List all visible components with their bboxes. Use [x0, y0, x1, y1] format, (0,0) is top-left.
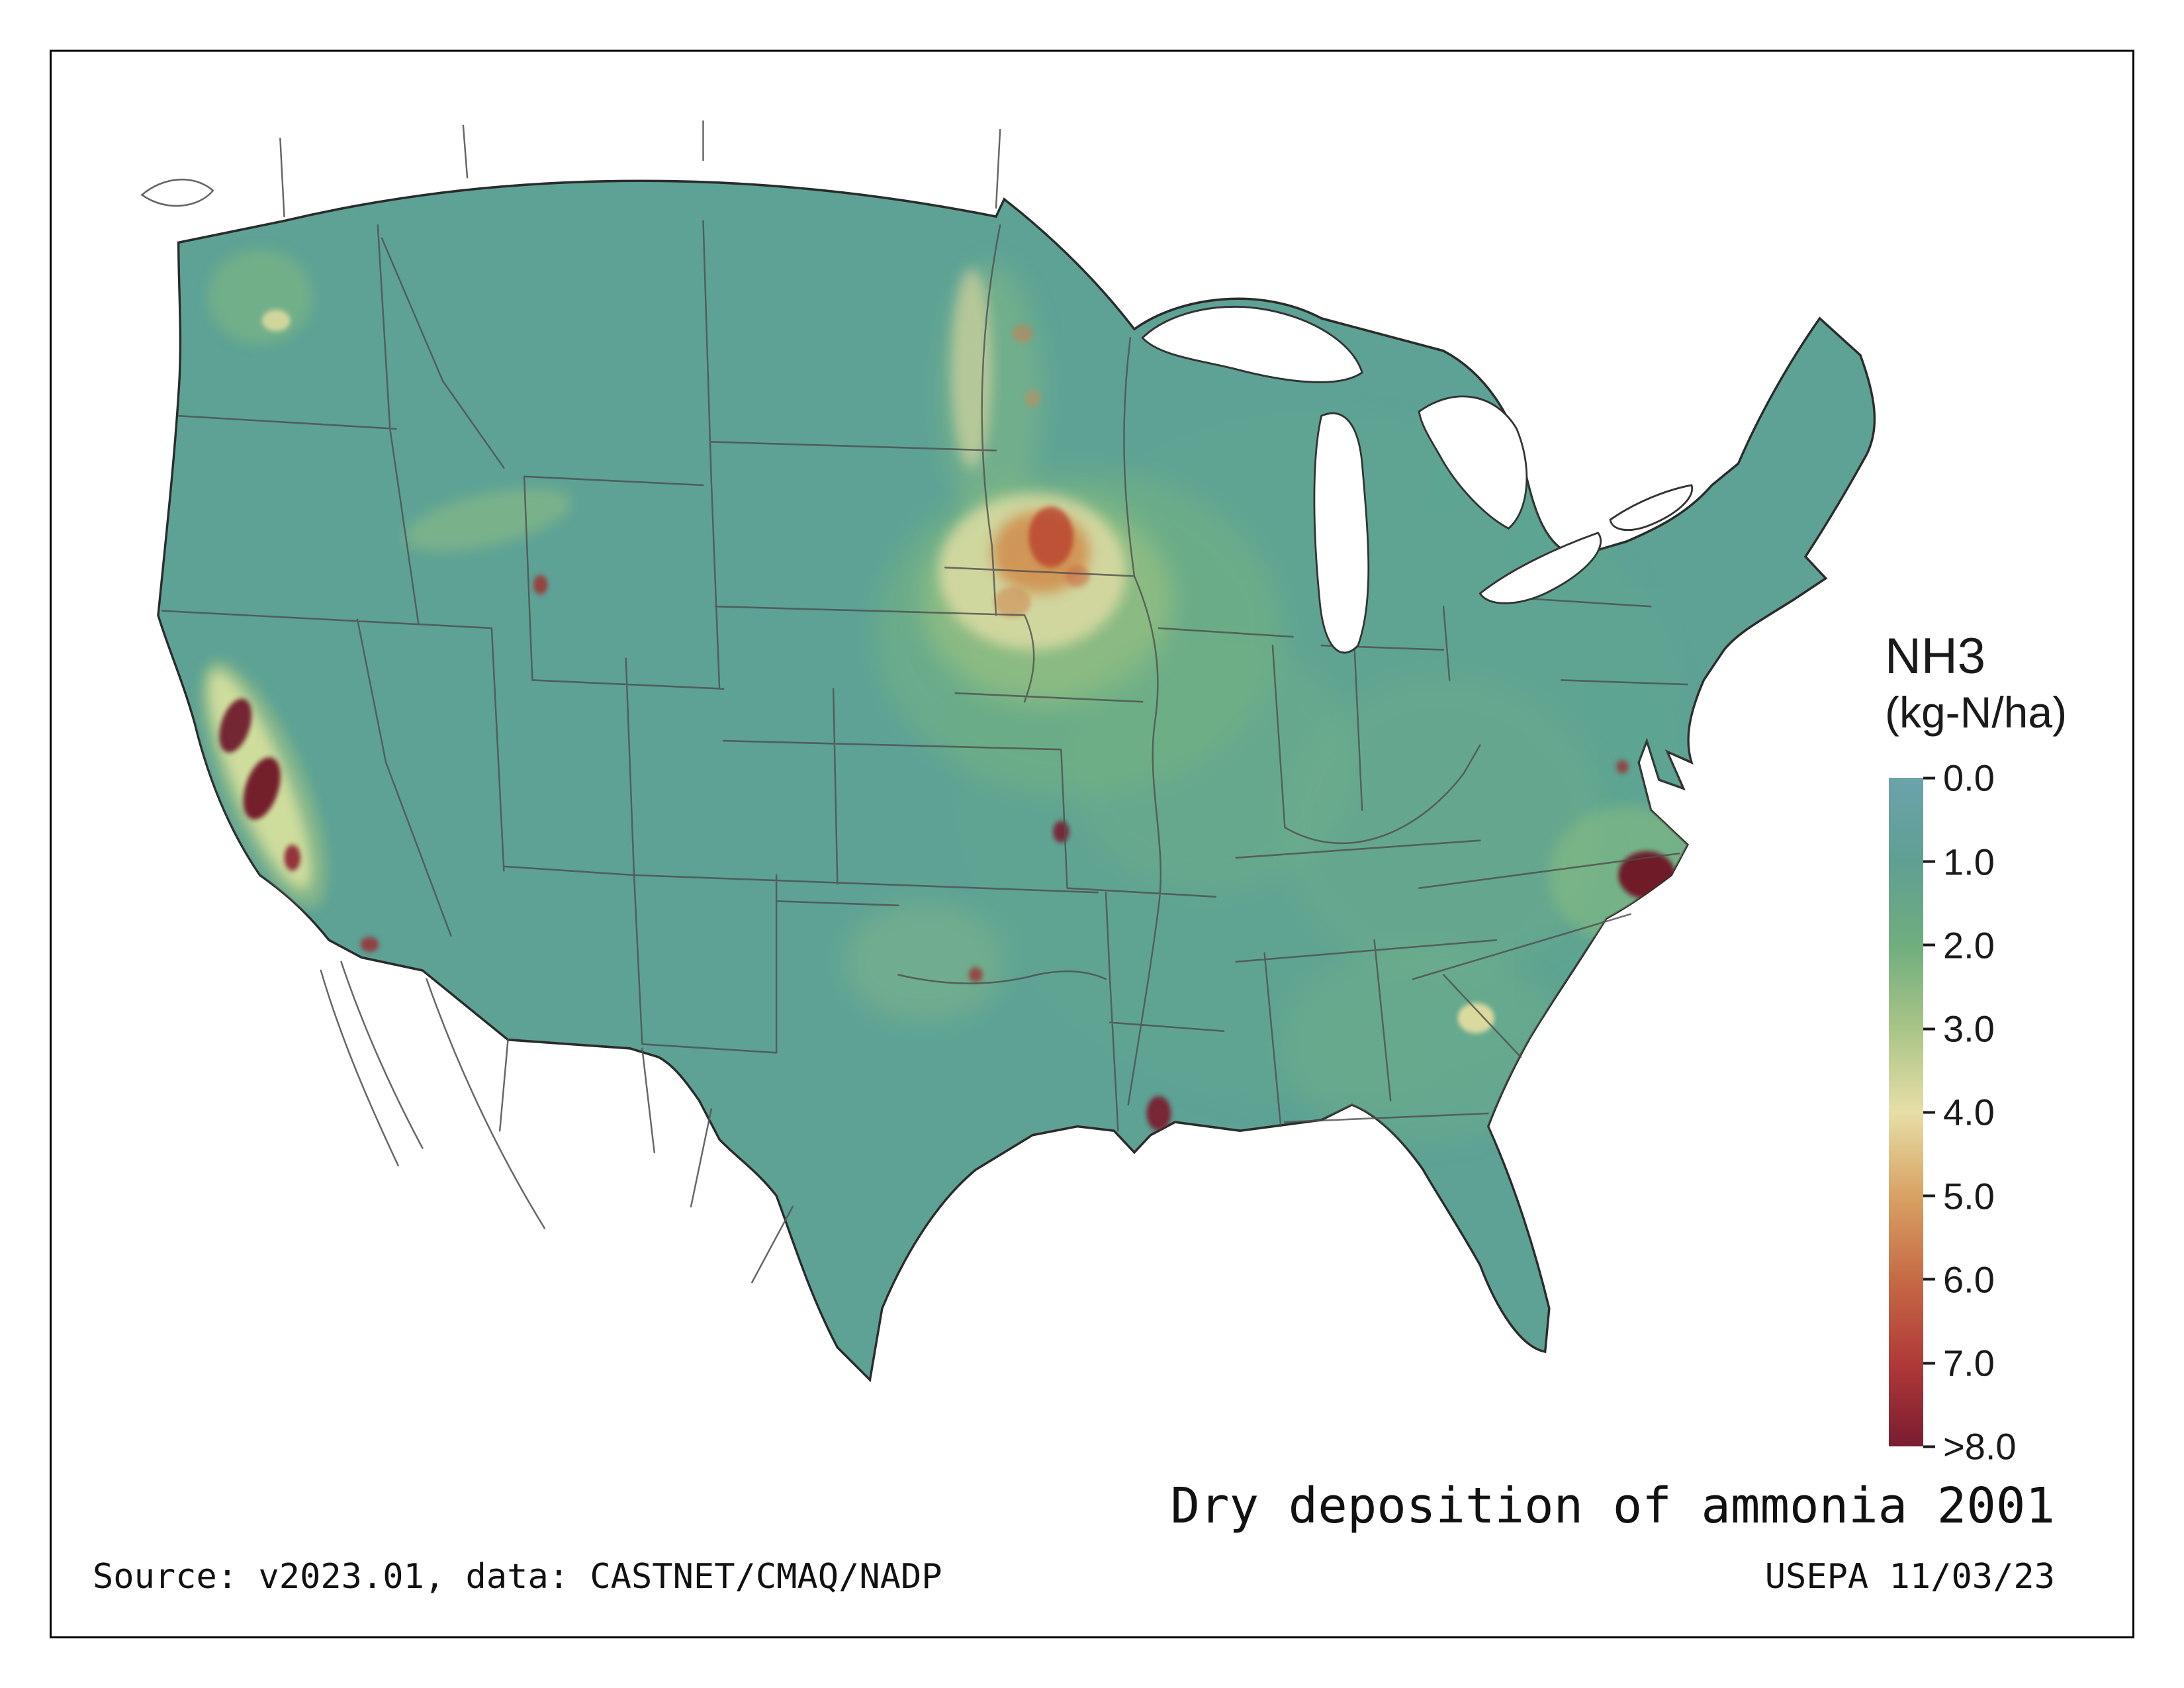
legend-units: (kg-N/ha)	[1885, 688, 2068, 737]
legend-tick-label: 4.0	[1943, 1091, 1995, 1133]
legend: NH3 (kg-N/ha) 0.0 1.0 2.0 3.0 4.0 5.0 6.…	[1885, 628, 2068, 1468]
legend-tick-label: 0.0	[1943, 757, 1995, 799]
legend-tick: 4.0	[1923, 1091, 1995, 1134]
tick-mark	[1923, 1111, 1935, 1114]
legend-tick-label: >8.0	[1943, 1425, 2017, 1468]
agency-note: USEPA 11/03/23	[1764, 1557, 2055, 1597]
legend-tick: 0.0	[1923, 757, 1995, 800]
tick-mark	[1923, 943, 1935, 947]
tick-mark	[1923, 1362, 1935, 1365]
source-note: Source: v2023.01, data: CASTNET/CMAQ/NAD…	[93, 1557, 942, 1597]
legend-tick-label: 1.0	[1943, 841, 1995, 883]
legend-tick: >8.0	[1923, 1425, 2017, 1468]
legend-tick: 5.0	[1923, 1174, 1995, 1217]
legend-title: NH3	[1885, 628, 1986, 684]
us-deposition-map	[140, 120, 1876, 1383]
plot-border-frame	[50, 50, 2134, 1638]
tick-mark	[1923, 860, 1935, 863]
figure-title: Dry deposition of ammonia 2001	[1170, 1477, 2055, 1534]
legend-tick: 6.0	[1923, 1258, 1995, 1301]
legend-tick-label: 2.0	[1943, 924, 1995, 966]
legend-tick-label: 7.0	[1943, 1342, 1995, 1384]
tick-mark	[1923, 1027, 1935, 1031]
legend-tick-label: 3.0	[1943, 1008, 1995, 1050]
legend-tick: 7.0	[1923, 1342, 1995, 1385]
canada-mexico-borders	[140, 120, 1001, 1284]
state-borders	[161, 220, 1689, 1132]
legend-tick-label: 6.0	[1943, 1258, 1995, 1301]
legend-colorbar	[1889, 778, 1923, 1447]
legend-colorbar-wrap: 0.0 1.0 2.0 3.0 4.0 5.0 6.0 7.0 >8.0	[1889, 757, 2017, 1468]
tick-mark	[1923, 1278, 1935, 1281]
legend-tick: 2.0	[1923, 923, 1995, 966]
legend-tick: 1.0	[1923, 840, 1995, 883]
tick-mark	[1923, 1445, 1935, 1448]
legend-tick: 3.0	[1923, 1008, 1995, 1051]
legend-tick-label: 5.0	[1943, 1175, 1995, 1217]
tick-mark	[1923, 776, 1935, 780]
tick-mark	[1923, 1194, 1935, 1197]
great-lakes	[1141, 305, 1694, 654]
